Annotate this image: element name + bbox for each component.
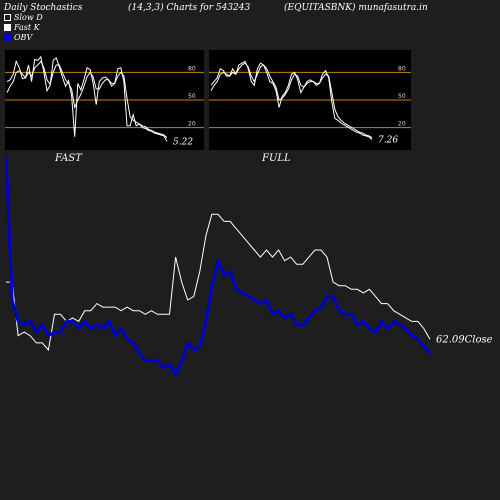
legend-label-slow-d: Slow D: [14, 13, 43, 22]
tick-label: 20: [398, 121, 406, 128]
tick-label: 80: [398, 65, 406, 72]
chart-title-center: (14,3,3) Charts for 543243: [128, 3, 251, 13]
full-stochastic-panel: 80 50 20 7.26: [209, 50, 411, 150]
price-line: [6, 213, 431, 352]
fast-stochastic-panel: 80 50 20 5.22: [5, 50, 204, 150]
slow-d-line: [6, 60, 168, 139]
legend-item-fast-k: Fast K: [4, 23, 40, 32]
last-value-label: 7.26: [378, 136, 398, 146]
obv-swatch: [4, 34, 11, 41]
panel-label-fast: FAST: [54, 153, 83, 164]
fast-k-swatch: [4, 24, 11, 31]
slow-d-line: [210, 62, 373, 139]
tick-label: 80: [188, 65, 196, 72]
legend-item-obv: OBV: [4, 33, 32, 42]
obv-line: [4, 157, 432, 377]
legend-label-fast-k: Fast K: [14, 23, 40, 32]
legend-item-slow-d: Slow D: [4, 13, 43, 22]
chart-title-left: Daily Stochastics: [4, 3, 83, 13]
tick-label: 50: [188, 93, 196, 100]
close-text: Close: [465, 334, 493, 345]
panel-label-full: FULL: [261, 153, 291, 164]
fast-k-line: [6, 55, 168, 142]
fast-k-line: [210, 60, 373, 140]
legend-label-obv: OBV: [14, 33, 33, 42]
close-value-label: 62.09Close: [436, 334, 493, 345]
chart-title-right: (EQUITASBNK) munafasutra.in: [284, 3, 428, 13]
price-obv-panel: 62.09Close: [4, 157, 493, 377]
slow-d-swatch: [4, 14, 11, 21]
close-value: 62.09: [436, 334, 465, 345]
tick-label: 20: [188, 121, 196, 128]
tick-label: 50: [398, 93, 406, 100]
last-value-label: 5.22: [173, 137, 193, 147]
